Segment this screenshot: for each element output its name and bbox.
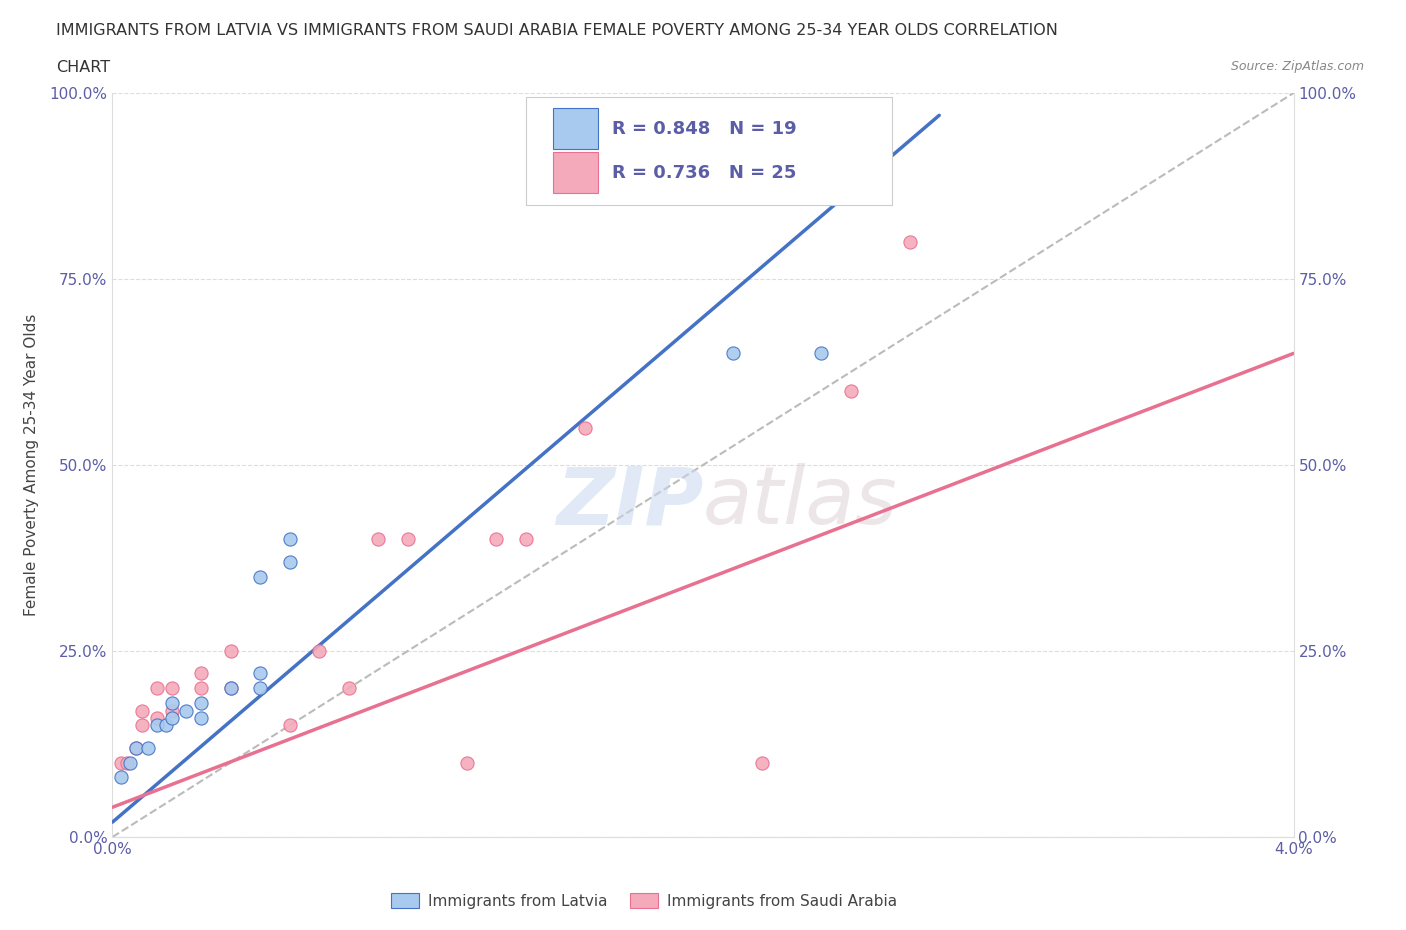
Point [278, 554, 301, 569]
Point [219, 644, 242, 658]
Point [367, 532, 389, 547]
Point [721, 346, 744, 361]
Point [219, 681, 242, 696]
Point [160, 711, 183, 725]
Point [278, 718, 301, 733]
Point [131, 718, 153, 733]
Point [751, 755, 773, 770]
Point [120, 755, 142, 770]
Point [810, 346, 832, 361]
Point [160, 703, 183, 718]
Point [456, 755, 478, 770]
Point [515, 532, 537, 547]
Point [249, 666, 271, 681]
Point [485, 532, 508, 547]
Text: R = 0.848   N = 19: R = 0.848 N = 19 [612, 120, 797, 138]
Point [396, 532, 419, 547]
FancyBboxPatch shape [553, 108, 598, 149]
Point [249, 569, 271, 584]
Legend: Immigrants from Latvia, Immigrants from Saudi Arabia: Immigrants from Latvia, Immigrants from … [385, 886, 903, 915]
Point [249, 681, 271, 696]
Text: IMMIGRANTS FROM LATVIA VS IMMIGRANTS FROM SAUDI ARABIA FEMALE POVERTY AMONG 25-3: IMMIGRANTS FROM LATVIA VS IMMIGRANTS FRO… [56, 23, 1059, 38]
Point [337, 681, 360, 696]
Point [190, 696, 212, 711]
Point [155, 718, 177, 733]
Point [190, 711, 212, 725]
Point [117, 755, 138, 770]
Point [125, 740, 148, 755]
Point [174, 703, 197, 718]
Point [146, 711, 169, 725]
FancyBboxPatch shape [526, 97, 891, 205]
Point [278, 532, 301, 547]
Point [110, 755, 132, 770]
Text: ZIP: ZIP [555, 463, 703, 541]
Point [125, 740, 148, 755]
FancyBboxPatch shape [553, 153, 598, 193]
Point [898, 234, 921, 249]
Text: CHART: CHART [56, 60, 110, 75]
Point [190, 666, 212, 681]
Y-axis label: Female Poverty Among 25-34 Year Olds: Female Poverty Among 25-34 Year Olds [24, 313, 38, 617]
Point [136, 740, 159, 755]
Text: Source: ZipAtlas.com: Source: ZipAtlas.com [1230, 60, 1364, 73]
Point [190, 681, 212, 696]
Point [146, 681, 169, 696]
Text: atlas: atlas [703, 463, 898, 541]
Point [146, 718, 169, 733]
Point [839, 383, 862, 398]
Point [219, 681, 242, 696]
Point [131, 703, 153, 718]
Point [574, 420, 596, 435]
Point [160, 681, 183, 696]
Point [160, 696, 183, 711]
Text: R = 0.736   N = 25: R = 0.736 N = 25 [612, 164, 796, 181]
Point [308, 644, 330, 658]
Point [110, 770, 132, 785]
